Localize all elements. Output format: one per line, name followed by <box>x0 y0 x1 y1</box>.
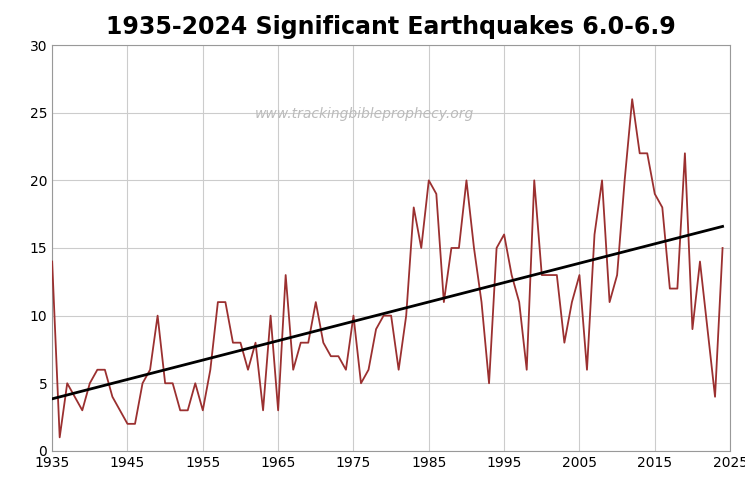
Title: 1935-2024 Significant Earthquakes 6.0-6.9: 1935-2024 Significant Earthquakes 6.0-6.… <box>107 15 676 39</box>
Text: www.trackingbibleprophecy.org: www.trackingbibleprophecy.org <box>254 107 474 121</box>
